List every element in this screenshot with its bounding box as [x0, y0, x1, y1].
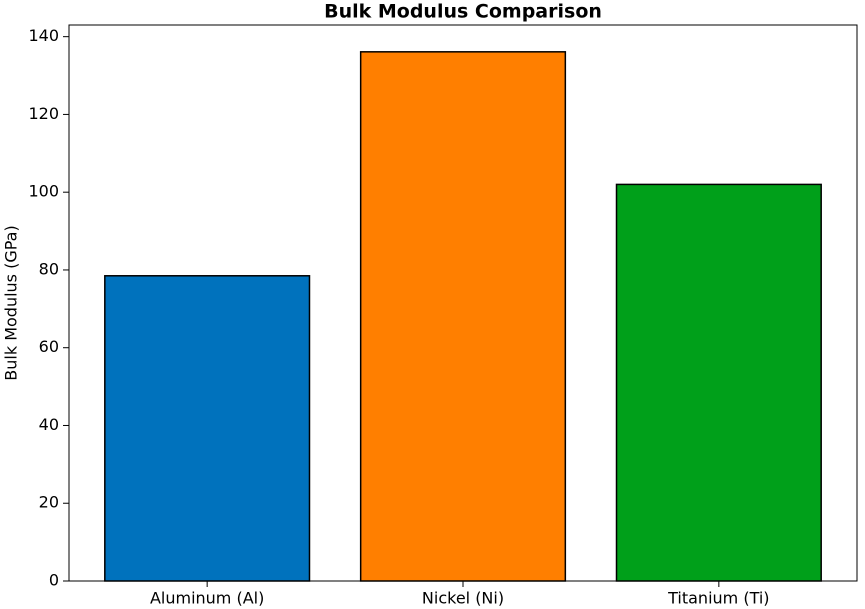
y-tick-label: 20 — [39, 493, 59, 512]
x-tick-label: Aluminum (Al) — [150, 589, 264, 608]
y-tick-label: 60 — [39, 337, 59, 356]
y-tick-label: 40 — [39, 415, 59, 434]
y-tick-label: 80 — [39, 259, 59, 278]
y-tick-label: 0 — [49, 571, 59, 590]
y-axis-label: Bulk Modulus (GPa) — [2, 225, 21, 380]
y-tick-label: 100 — [28, 182, 59, 201]
x-tick-label: Nickel (Ni) — [422, 589, 504, 608]
bar — [104, 275, 311, 582]
y-tick-label: 120 — [28, 104, 59, 123]
bar — [615, 183, 822, 582]
bar — [359, 51, 567, 582]
x-tick-label: Titanium (Ti) — [667, 589, 769, 608]
chart-title: Bulk Modulus Comparison — [324, 1, 602, 23]
plot-frame — [68, 24, 858, 582]
y-tick-label: 140 — [28, 26, 59, 45]
